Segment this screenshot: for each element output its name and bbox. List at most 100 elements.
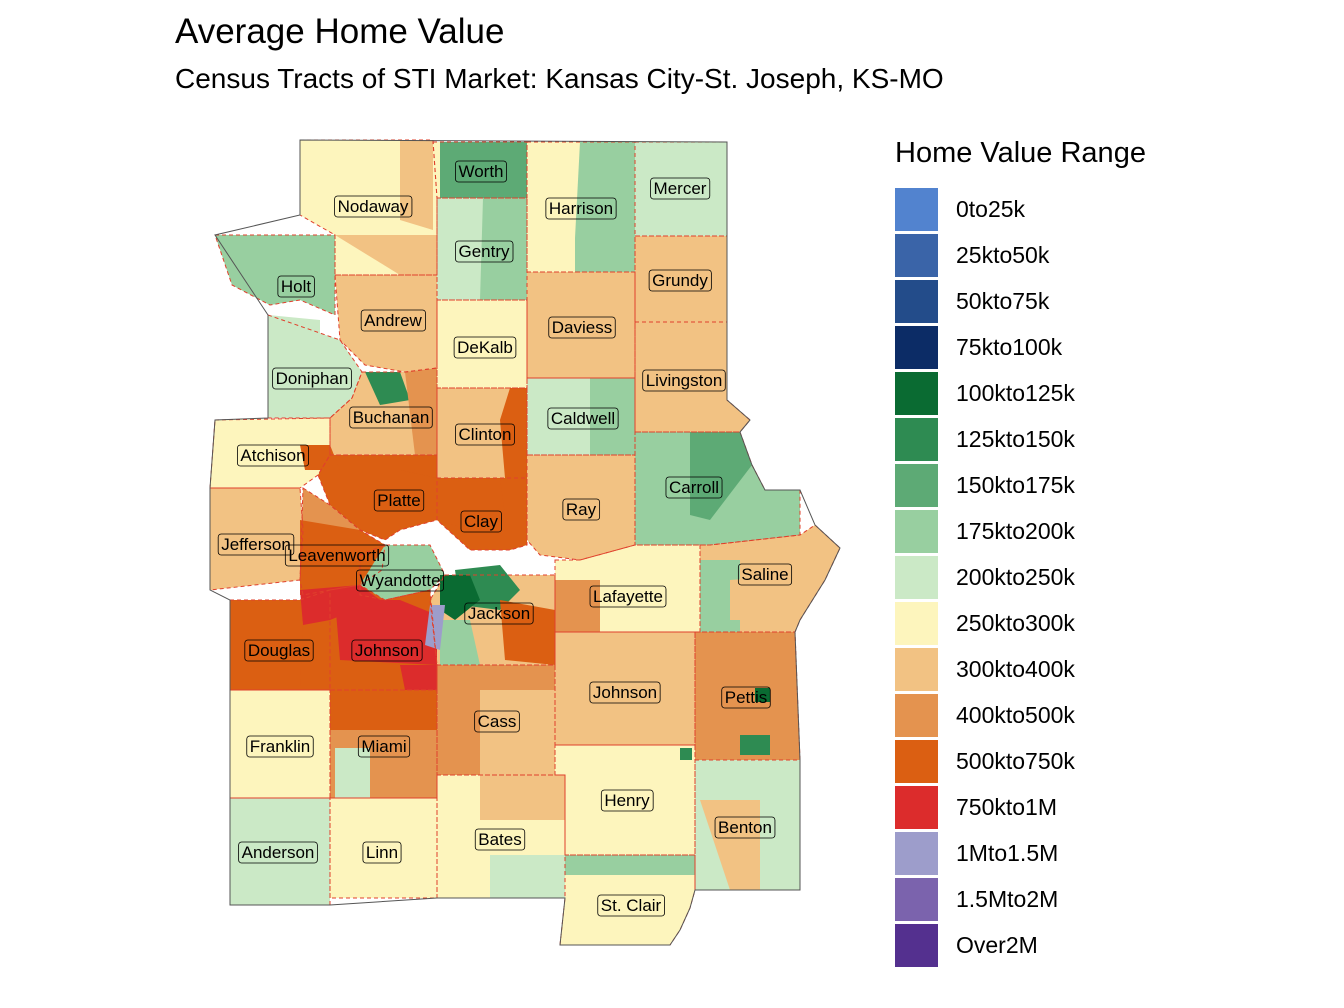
county-label: Gentry (455, 240, 514, 263)
legend-items: 0to25k 25kto50k 50kto75k 75kto100k 100kto125… (895, 186, 1215, 968)
legend-label: 175kto200k (956, 517, 1075, 544)
legend-label: 200kto250k (956, 563, 1075, 590)
county-name: Miami (361, 737, 406, 756)
county-area (555, 745, 695, 855)
tract-patch (480, 775, 565, 820)
county-name: Pettis (725, 688, 768, 707)
tract-patch (437, 388, 500, 420)
county-label-box (284, 544, 390, 567)
county-label-box (464, 602, 534, 625)
county-label-box (460, 510, 502, 533)
county-label: Franklin (246, 735, 314, 758)
tract-patch (400, 140, 433, 230)
county-name: Livingston (646, 371, 723, 390)
county-label: Saline (737, 563, 793, 586)
county-area (210, 418, 330, 488)
tract-patch (490, 855, 565, 898)
tract-patch (555, 580, 600, 632)
county-name: Johnson (355, 641, 419, 660)
county-name: Holt (281, 277, 312, 296)
legend-item: 500kto750k (895, 738, 1215, 784)
county-name: DeKalb (457, 338, 513, 357)
county-label-box (548, 316, 616, 339)
county-name: Mercer (654, 179, 707, 198)
county-name: Worth (458, 162, 503, 181)
legend-title: Home Value Range (895, 137, 1146, 169)
legend-label: 750kto1M (956, 793, 1058, 820)
county-label: Lafayette (589, 585, 667, 608)
county-area (635, 142, 727, 236)
tract-patch (500, 388, 527, 478)
legend-swatch (895, 463, 938, 507)
county-label: Clinton (455, 423, 515, 446)
tract-patch (335, 235, 437, 275)
county-label: Johnson (589, 681, 661, 704)
county-label: Mercer (650, 177, 711, 200)
tract-patch (590, 378, 635, 455)
tract-patch (480, 198, 527, 300)
county-area (437, 300, 527, 388)
legend-label: 250kto300k (956, 609, 1075, 636)
county-label-box (373, 489, 425, 512)
county-label: DeKalb (453, 336, 517, 359)
legend-label: 300kto400k (956, 655, 1075, 682)
county-label-box (714, 816, 776, 839)
county-label: Pettis (721, 686, 771, 709)
county-area (360, 545, 445, 600)
county-label-box (737, 563, 793, 586)
county-name: Saline (741, 565, 788, 584)
tract-patch (480, 690, 555, 775)
legend-item: 125kto150k (895, 416, 1215, 462)
county-label: Miami (357, 735, 411, 758)
county-name: Andrew (364, 311, 422, 330)
legend-item: 1.5Mto2M (895, 876, 1215, 922)
legend-swatch (895, 187, 938, 231)
county-area (635, 236, 727, 322)
county-labels: Worth Harrison Mercer Nodaway Gentry Holt Grun… (217, 160, 793, 917)
county-label: Atchison (236, 444, 310, 467)
county-label-box (474, 710, 520, 733)
tract-patch (300, 520, 385, 595)
county-label: Benton (714, 816, 776, 839)
county-name: Ray (566, 500, 597, 519)
legend-item: 400kto500k (895, 692, 1215, 738)
county-label: Grundy (648, 269, 712, 292)
legend-item: 175kto200k (895, 508, 1215, 554)
county-label-box (562, 498, 601, 521)
tract-patch (330, 690, 437, 730)
county-label-box (272, 367, 352, 390)
tract-patch (437, 478, 505, 530)
county-name: St. Clair (601, 896, 662, 915)
county-label-box (547, 407, 619, 430)
county-name: Daviess (552, 318, 612, 337)
county-label: Caldwell (547, 407, 619, 430)
county-label: Henry (600, 789, 654, 812)
county-name: Jackson (468, 604, 530, 623)
county-label-box (455, 423, 515, 446)
county-name: Harrison (549, 199, 613, 218)
county-label: Livingston (642, 369, 726, 392)
county-name: Platte (377, 491, 420, 510)
legend: Home Value Range 0to25k 25kto50k 50kto75k 7… (895, 137, 1215, 968)
county-label-box (238, 841, 318, 864)
county-label: Douglas (244, 639, 314, 662)
tract-patch (230, 600, 303, 690)
legend-swatch (895, 647, 938, 691)
county-boundary (299, 487, 386, 596)
tract-patch (680, 748, 692, 760)
legend-label: 25kto50k (956, 241, 1050, 268)
county-boundary (299, 139, 438, 276)
tract-patch (740, 735, 770, 755)
legend-swatch (895, 233, 938, 277)
county-label: Clay (460, 510, 502, 533)
county-area (318, 455, 437, 540)
legend-item: 150kto175k (895, 462, 1215, 508)
county-name: Nodaway (338, 197, 409, 216)
tract-patch (575, 142, 635, 272)
county-name: Lafayette (593, 587, 663, 606)
map-title: Average Home Value (175, 12, 505, 51)
county-boundary (214, 234, 336, 316)
county-name: Anderson (242, 843, 315, 862)
county-label: Andrew (360, 309, 426, 332)
county-name: Caldwell (551, 409, 615, 428)
